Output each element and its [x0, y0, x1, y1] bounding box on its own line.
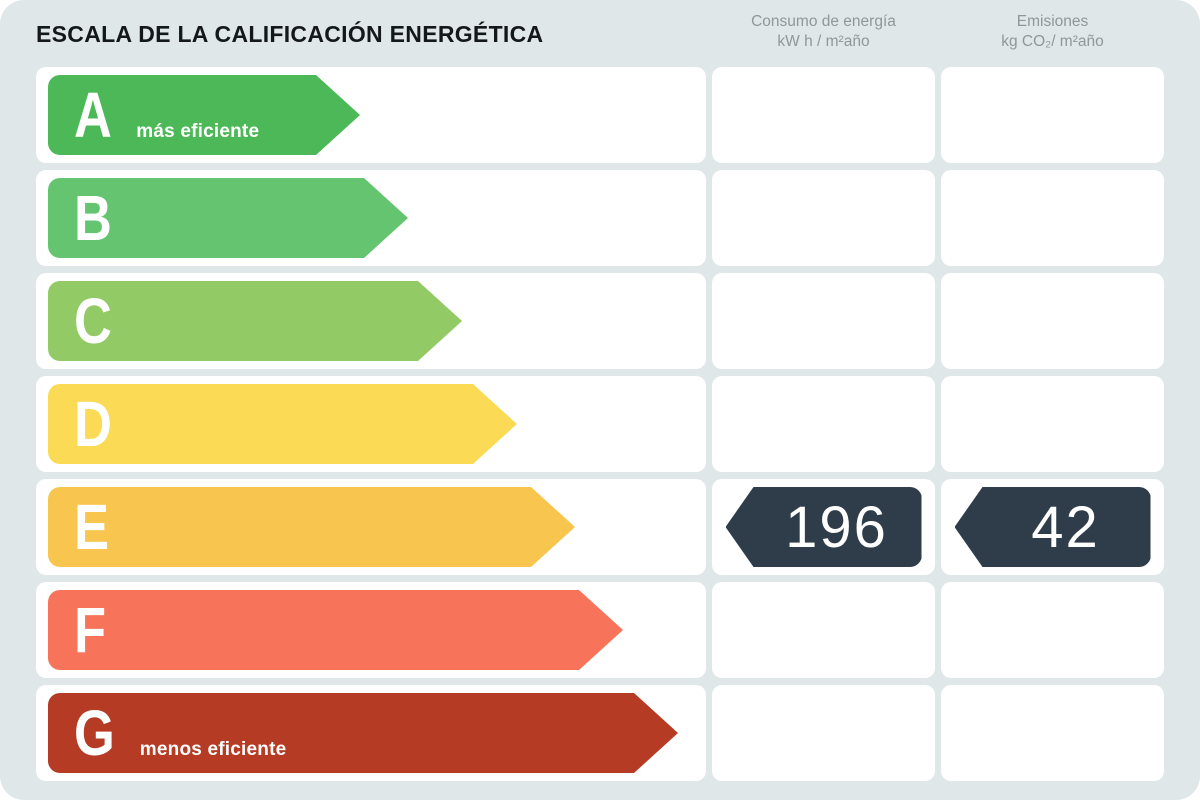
grade-arrow-c: C: [48, 281, 462, 361]
grade-qualifier-g: menos eficiente: [139, 739, 287, 760]
emissions-cell-a: [941, 67, 1164, 163]
energy-cell-b: [712, 170, 935, 266]
grade-arrow-b: B: [48, 178, 408, 258]
grade-letter-d: D: [74, 388, 112, 460]
emissions-cell-b: [941, 170, 1164, 266]
energy-cell-g: [712, 685, 935, 781]
grade-arrow-g: G menos eficiente: [48, 693, 678, 773]
emissions-value-arrow: 42: [954, 487, 1151, 567]
energy-column-header-line1: Consumo de energía: [751, 13, 896, 30]
grade-qualifier-a: más eficiente: [136, 121, 260, 142]
emissions-cell-g: [941, 685, 1164, 781]
scale-cell-b: B: [36, 170, 706, 266]
grade-letter-b: B: [74, 182, 112, 254]
scale-cell-g: G menos eficiente: [36, 685, 706, 781]
scale-cell-f: F: [36, 582, 706, 678]
emissions-column-header: Emisiones kg CO₂/ m²año: [941, 0, 1164, 60]
header-title-cell: ESCALA DE LA CALIFICACIÓN ENERGÉTICA: [36, 0, 706, 60]
grade-arrow-d: D: [48, 384, 517, 464]
grade-letter-f: F: [74, 594, 107, 666]
scale-cell-a: A más eficiente: [36, 67, 706, 163]
energy-cell-f: [712, 582, 935, 678]
grade-letter-g: G: [74, 697, 115, 769]
energy-cell-c: [712, 273, 935, 369]
grade-arrow-a: A más eficiente: [48, 75, 360, 155]
emissions-cell-d: [941, 376, 1164, 472]
emissions-column-header-line2: kg CO₂/ m²año: [1001, 33, 1104, 50]
grade-letter-c: C: [74, 285, 112, 357]
emissions-cell-c: [941, 273, 1164, 369]
emissions-value: 42: [1031, 494, 1100, 560]
scale-cell-c: C: [36, 273, 706, 369]
energy-value-arrow: 196: [725, 487, 922, 567]
page-title: ESCALA DE LA CALIFICACIÓN ENERGÉTICA: [36, 20, 544, 47]
energy-cell-e: 196: [712, 479, 935, 575]
energy-cell-a: [712, 67, 935, 163]
energy-column-header-line2: kW h / m²año: [777, 33, 870, 50]
grade-arrow-e: E: [48, 487, 575, 567]
scale-cell-e: E: [36, 479, 706, 575]
emissions-cell-e: 42: [941, 479, 1164, 575]
energy-column-header: Consumo de energía kW h / m²año: [712, 0, 935, 60]
grade-arrow-f: F: [48, 590, 623, 670]
scale-cell-d: D: [36, 376, 706, 472]
emissions-column-header-line1: Emisiones: [1016, 13, 1089, 30]
grade-letter-a: A: [74, 79, 112, 151]
energy-cell-d: [712, 376, 935, 472]
emissions-cell-f: [941, 582, 1164, 678]
energy-value: 196: [785, 494, 888, 560]
rating-grid: ESCALA DE LA CALIFICACIÓN ENERGÉTICA Con…: [36, 0, 1200, 781]
grade-letter-e: E: [74, 491, 110, 563]
